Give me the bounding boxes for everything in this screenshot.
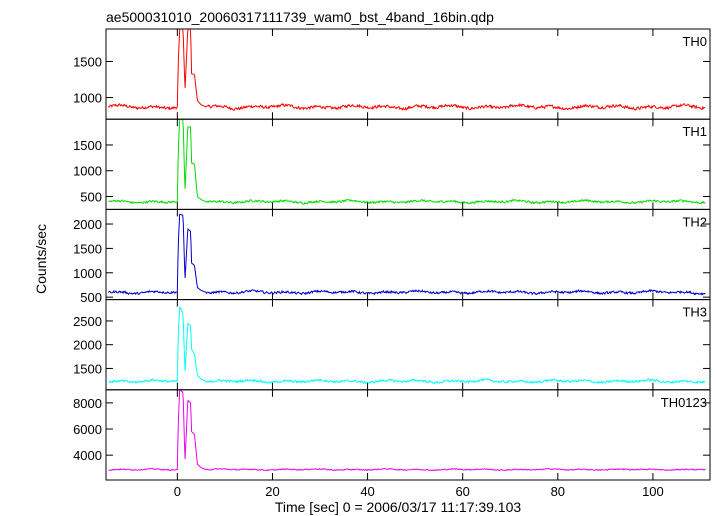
y-tick-label: 1000 [73, 164, 102, 179]
series-line-th1 [108, 119, 706, 205]
panel-frame [105, 208, 711, 301]
series-line-th0123 [108, 389, 706, 472]
x-tick-label: 60 [455, 484, 469, 499]
y-tick-label: 1500 [73, 138, 102, 153]
panel-th1: 500 1000 1500 TH1 [73, 118, 711, 210]
y-tick-label: 4000 [73, 448, 102, 463]
y-tick-label: 1000 [73, 266, 102, 281]
y-tick-label: 2000 [73, 217, 102, 232]
y-axis-label: Counts/sec [33, 224, 49, 294]
panel-th0: 1000 1500 TH0 [73, 28, 711, 120]
y-tick-label: 8000 [73, 396, 102, 411]
panel-label: TH1 [682, 124, 707, 139]
y-tick-label: 1500 [73, 54, 102, 69]
panel-label: TH0 [682, 34, 707, 49]
panel-frame [105, 118, 711, 210]
panel-frame [105, 389, 711, 481]
y-tick-label: 1500 [73, 361, 102, 376]
series-line-th0 [108, 29, 706, 111]
x-tick-label: 20 [265, 484, 279, 499]
y-tick-label: 2500 [73, 314, 102, 329]
y-tick-label: 500 [80, 190, 102, 205]
series-line-th2 [107, 213, 706, 296]
panel-th3: 1500 2000 2500 TH3 [73, 299, 711, 391]
panel-frame [105, 299, 711, 391]
y-tick-label: 1500 [73, 241, 102, 256]
panel-th2: 500 1000 1500 2000 TH2 [73, 208, 711, 305]
y-tick-label: 1000 [73, 91, 102, 106]
x-tick-label: 40 [360, 484, 374, 499]
series-line-th3 [108, 306, 706, 385]
x-tick-label: 80 [551, 484, 565, 499]
y-tick-label: 2000 [73, 338, 102, 353]
panel-label: TH0123 [661, 395, 707, 410]
x-tick-label: 100 [642, 484, 664, 499]
chart-title: ae500031010_20060317111739_wam0_bst_4ban… [106, 9, 494, 25]
panel-label: TH3 [682, 305, 707, 320]
panels-group: 1000 1500 TH0 500 1000 1500 TH1 500 1000 1500 2000… [73, 28, 711, 481]
y-tick-label: 6000 [73, 422, 102, 437]
panel-th0123: 4000 6000 8000 TH0123 [73, 389, 711, 481]
panel-label: TH2 [682, 214, 707, 229]
y-tick-label: 500 [80, 290, 102, 305]
x-axis-label: Time [sec] 0 = 2006/03/17 11:17:39.103 [275, 499, 522, 515]
x-tick-label: 0 [174, 484, 181, 499]
x-tick-labels: 0 20 40 60 80 100 [174, 484, 664, 499]
